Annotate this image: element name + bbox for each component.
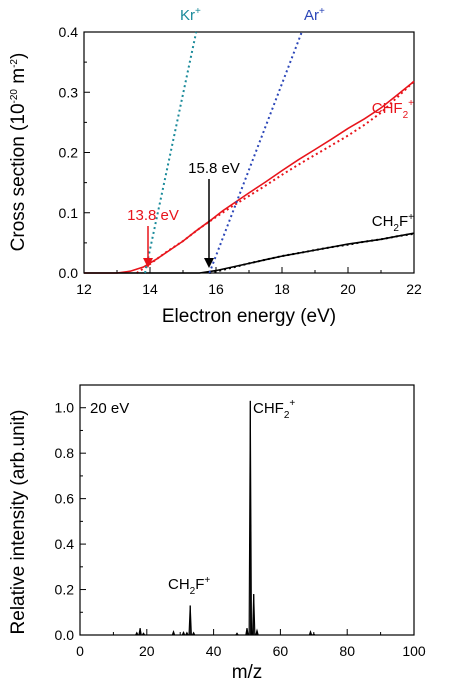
peak-label-chf2: CHF2+ [253,398,295,421]
energy-label: 20 eV [90,400,129,417]
series-ar-reference [208,31,303,274]
y-tick-label: 1.0 [55,400,75,416]
x-tick-label: 20 [340,281,356,297]
y-axis-label-bottom: Relative intensity (arb.unit) [8,410,29,635]
cross-section-chart: 12 14 16 18 20 22 0.0 0.1 0.2 0.3 0.4 Electron en… [8,6,422,327]
mass-spectrum-trace [80,400,414,636]
threshold-arrowhead-black [204,258,214,268]
x-tick-label: 100 [402,643,426,659]
y-tick-label: 0.0 [59,265,79,281]
y-tick-label: 0.8 [55,445,75,461]
series-label-ar: Ar+ [304,6,325,24]
y-ticks-bottom: 0.0 0.2 0.4 0.6 0.8 1.0 [55,384,86,643]
x-tick-label: 60 [273,643,289,659]
y-tick-label: 0.2 [55,582,75,598]
x-tick-label: 22 [406,281,422,297]
x-tick-label: 40 [206,643,222,659]
y-ticks-top: 0.0 0.1 0.2 0.3 0.4 [59,24,90,281]
x-tick-label: 14 [142,281,158,297]
y-tick-label: 0.4 [55,536,75,552]
series-ch2f-fit [209,232,415,274]
series-group-top [84,31,415,274]
y-tick-label: 0.4 [59,24,79,40]
x-tick-label: 80 [339,643,355,659]
x-ticks-bottom: 0 20 40 60 80 100 [76,629,426,659]
series-label-chf2: CHF2+ [372,98,414,121]
x-tick-label: 20 [139,643,155,659]
x-tick-label: 18 [274,281,290,297]
x-axis-label-top: Electron energy (eV) [162,306,336,327]
series-ch2f-measured [84,232,415,274]
mass-spectrum-chart: 0 20 40 60 80 100 0.0 0.2 0.4 0.6 0.8 1.0 20 eV CH… [8,384,426,683]
x-axis-label-bottom: m/z [232,662,263,683]
plot-frame-bottom [79,384,415,636]
threshold-arrowhead-red [143,258,153,268]
threshold-annotation-black: 15.8 eV [188,160,240,177]
threshold-annotation-red: 13.8 eV [127,207,179,224]
series-kr-reference [144,31,198,274]
series-label-kr: Kr+ [180,6,201,24]
x-tick-label: 0 [76,643,84,659]
y-axis-label-top: Cross section (10-20 m-2) [8,53,29,252]
x-ticks-top: 12 14 16 18 20 22 [76,267,422,297]
x-tick-label: 12 [76,281,92,297]
peak-label-ch2f: CH2F+ [168,575,210,597]
series-label-ch2f: CH2F+ [372,212,414,234]
plot-frame-top [83,31,415,274]
x-tick-label: 16 [208,281,224,297]
peaks-group [80,400,414,636]
series-chf2-fit [136,80,415,274]
y-tick-label: 0.3 [59,84,79,100]
y-tick-label: 0.1 [59,205,79,221]
y-tick-label: 0.6 [55,491,75,507]
series-chf2-measured [84,80,415,274]
y-tick-label: 0.2 [59,145,79,161]
y-tick-label: 0.0 [55,627,75,643]
